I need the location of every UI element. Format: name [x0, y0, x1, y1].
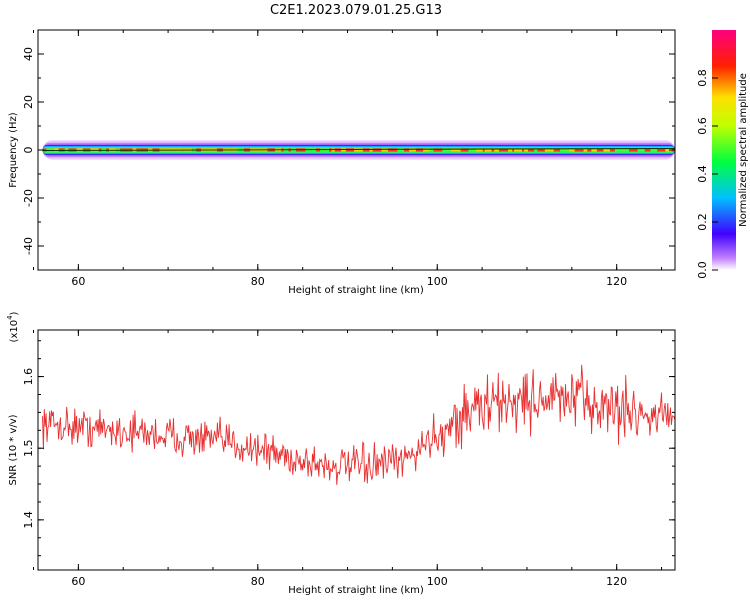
- x-tick-label: 100: [427, 275, 448, 288]
- y-tick-label: 0: [22, 147, 35, 154]
- snr-panel: 60 80 100 120 1.4 1.5 1.6 Height of straight l…: [6, 311, 676, 596]
- band-texture: [369, 148, 373, 152]
- colorbar-tick-label: 0.4: [696, 165, 709, 183]
- spectrogram-x-axis-title: Height of straight line (km): [288, 285, 424, 296]
- snr-y-multiplier-close: ): [9, 311, 20, 315]
- y-tick-label: 40: [22, 47, 35, 61]
- x-tick-label: 80: [251, 575, 265, 588]
- band-texture: [637, 148, 645, 152]
- band-texture: [475, 148, 483, 152]
- band-texture: [524, 148, 529, 152]
- spectrogram-panel: 60 80 100 120 -40 -20 0 20 40 Height of straight…: [8, 29, 676, 296]
- y-tick-label: -20: [22, 189, 35, 207]
- band-texture: [560, 148, 569, 152]
- band-texture: [494, 148, 500, 152]
- colorbar: 0.0 0.2 0.4 0.6 0.8 Normalized spectral ampl…: [696, 30, 749, 279]
- band-texture: [614, 148, 626, 152]
- band-texture: [409, 148, 416, 152]
- band-texture: [442, 148, 451, 152]
- x-tick-label: 120: [606, 575, 627, 588]
- band-texture: [603, 148, 610, 152]
- band-texture: [514, 148, 523, 152]
- band-texture: [508, 148, 513, 152]
- colorbar-ticks: 0.0 0.2 0.4 0.6 0.8: [696, 69, 718, 279]
- band-texture: [381, 148, 388, 152]
- y-tick-label: 1.4: [22, 511, 35, 529]
- band-texture: [625, 148, 630, 152]
- colorbar-tick-label: 0.6: [696, 117, 709, 135]
- y-tick-label: -40: [22, 237, 35, 255]
- y-tick-label: 1.5: [22, 439, 35, 457]
- band-texture: [429, 148, 434, 152]
- band-texture: [665, 148, 672, 152]
- band-texture: [484, 148, 492, 152]
- band-texture: [468, 148, 479, 152]
- colorbar-gradient: [712, 30, 736, 270]
- spectrogram-frame: [37, 29, 676, 271]
- band-center-line: [42, 148, 675, 151]
- snr-y-multiplier: (x104): [6, 311, 20, 342]
- chart-title: C2E1.2023.079.01.25.G13: [270, 3, 442, 18]
- band-texture: [583, 148, 588, 152]
- band-texture: [534, 148, 538, 152]
- colorbar-tick-label: 0.2: [696, 213, 709, 231]
- band-texture: [544, 148, 554, 152]
- snr-x-axis-title: Height of straight line (km): [288, 585, 424, 596]
- x-tick-label: 60: [71, 575, 85, 588]
- snr-frame: [37, 329, 676, 571]
- snr-y-multiplier-exp: 4: [6, 315, 14, 320]
- band-texture: [650, 148, 658, 152]
- snr-ticks: 60 80 100 120 1.4 1.5 1.6: [22, 330, 675, 588]
- spectral-band: [42, 140, 675, 160]
- snr-y-multiplier-base: (x10: [9, 320, 20, 343]
- band-texture: [457, 148, 461, 152]
- spectrogram-y-axis-title: Frequency (Hz): [8, 112, 19, 188]
- colorbar-tick-label: 0.0: [696, 261, 709, 279]
- snr-y-axis-title: SNR (10 * v/v): [8, 414, 19, 485]
- snr-series-line: [42, 364, 675, 485]
- band-texture: [397, 148, 404, 152]
- band-texture: [450, 148, 461, 152]
- band-texture: [423, 148, 434, 152]
- y-tick-label: 1.6: [22, 368, 35, 386]
- band-texture: [568, 148, 575, 152]
- spectrogram-ticks: 60 80 100 120 -40 -20 0 20 40: [22, 29, 675, 288]
- colorbar-tick-label: 0.8: [696, 69, 709, 87]
- x-tick-label: 80: [251, 275, 265, 288]
- y-tick-label: 20: [22, 95, 35, 109]
- x-tick-label: 100: [427, 575, 448, 588]
- x-tick-label: 120: [606, 275, 627, 288]
- band-texture: [591, 148, 597, 152]
- colorbar-label: Normalized spectral amplitude: [738, 73, 749, 227]
- x-tick-label: 60: [71, 275, 85, 288]
